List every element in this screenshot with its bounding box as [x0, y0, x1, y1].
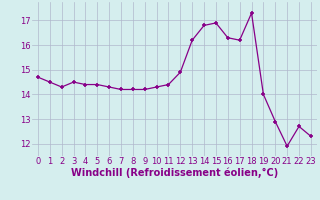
X-axis label: Windchill (Refroidissement éolien,°C): Windchill (Refroidissement éolien,°C) [71, 168, 278, 178]
